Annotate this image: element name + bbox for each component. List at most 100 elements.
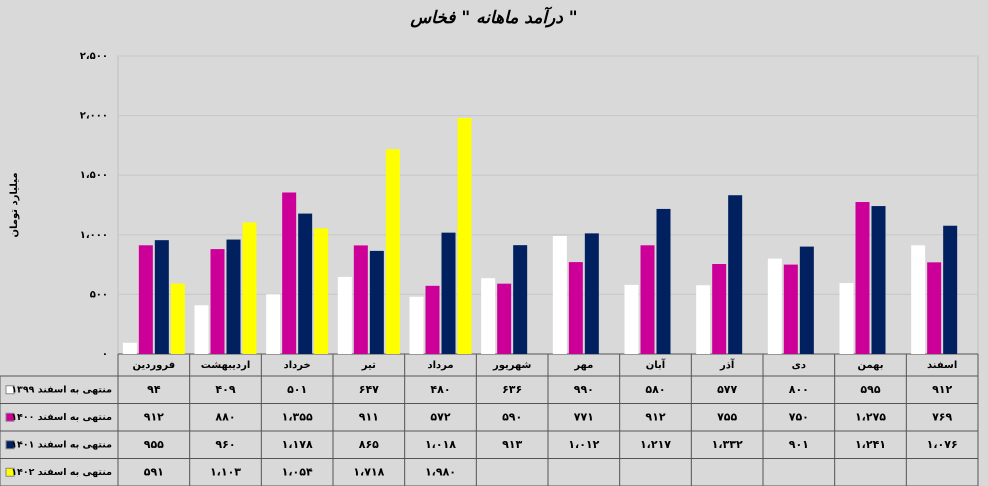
legend-label: منتهی به اسفند ۱۴۰۰ (11, 412, 112, 423)
data-label: ۵۸۰ (645, 383, 665, 396)
bar (298, 213, 313, 354)
data-label: ۵۹۰ (502, 410, 522, 423)
x-tick-label: مهر (573, 360, 593, 371)
y-tick-label: ۱،۵۰۰ (80, 170, 108, 181)
y-axis-label: میلیارد تومان (9, 172, 20, 237)
data-label: ۷۷۱ (574, 410, 594, 423)
bar (337, 276, 352, 354)
data-label: ۹۰۱ (789, 438, 809, 451)
bar (314, 228, 329, 354)
data-label: ۹۱۲ (645, 410, 665, 423)
data-label: ۷۵۵ (717, 410, 737, 423)
data-label: ۹۱۲ (144, 410, 164, 423)
bar (425, 285, 440, 354)
legend-swatch (5, 440, 15, 450)
bar (353, 245, 368, 354)
x-tick-label: بهمن (857, 360, 883, 371)
data-label: ۹۹۰ (574, 383, 594, 396)
bar (783, 264, 798, 354)
bar (584, 233, 599, 354)
legend-label: منتهی به اسفند ۱۴۰۲ (11, 467, 112, 478)
bar (767, 258, 782, 354)
x-tick-label: اسفند (927, 360, 957, 371)
bar (911, 245, 926, 354)
bar (369, 250, 384, 354)
data-label: ۹۱۳ (502, 438, 522, 451)
bar (385, 149, 400, 354)
bar (640, 245, 655, 354)
data-label: ۱،۰۱۸ (425, 438, 456, 451)
bar (799, 246, 814, 354)
bar (871, 206, 886, 354)
bar (552, 235, 567, 354)
bar (154, 240, 169, 354)
legend-swatch (5, 385, 15, 395)
legend-swatch (5, 412, 15, 422)
x-tick-label: دی (792, 360, 806, 371)
data-label: ۱،۲۷۵ (855, 410, 886, 423)
data-label: ۱،۲۱۷ (640, 438, 671, 451)
x-tick-label: آذر (719, 358, 735, 371)
bar (656, 208, 671, 354)
y-tick-label: ۰ (102, 349, 108, 360)
bar (839, 283, 854, 354)
bar (242, 222, 257, 354)
data-label: ۴۸۰ (430, 383, 450, 396)
data-label: ۱،۱۰۳ (210, 465, 241, 478)
data-label: ۸۸۰ (215, 410, 235, 423)
bar (170, 283, 185, 354)
data-label: ۹۶۰ (215, 438, 235, 451)
bar (497, 283, 512, 354)
bar (855, 202, 870, 354)
x-tick-label: فروردین (133, 360, 176, 371)
legend-swatch (5, 467, 15, 477)
chart-title: درآمد ماهانه " فخاس " (409, 6, 577, 28)
data-label: ۱،۷۱۸ (353, 465, 384, 478)
data-label: ۸۶۵ (359, 438, 379, 451)
bar (194, 305, 209, 354)
legend-label: منتهی به اسفند ۱۴۰۱ (11, 439, 112, 450)
data-label: ۴۰۹ (215, 383, 235, 396)
bar (409, 296, 424, 354)
x-tick-label: خرداد (284, 360, 311, 371)
bar (138, 245, 153, 354)
bar (481, 278, 496, 354)
x-tick-label: اردیبهشت (201, 360, 251, 371)
x-tick-label: آبان (646, 358, 666, 371)
data-label: ۱،۳۵۵ (282, 410, 313, 423)
data-label: ۹۵۵ (144, 438, 164, 451)
bar (266, 294, 281, 354)
data-label: ۹۴ (147, 383, 161, 396)
bar (568, 262, 583, 354)
data-label: ۱،۱۷۸ (282, 438, 313, 451)
bar (624, 284, 639, 354)
bar (441, 232, 456, 354)
data-label: ۶۳۶ (502, 383, 522, 396)
data-label: ۱،۰۵۴ (282, 465, 313, 478)
data-label: ۵۷۲ (430, 410, 450, 423)
bar (282, 192, 297, 354)
legend-label: منتهی به اسفند ۱۳۹۹ (11, 384, 112, 395)
bar (712, 264, 727, 354)
data-label: ۷۵۰ (789, 410, 809, 423)
y-tick-label: ۲،۵۰۰ (80, 51, 108, 62)
data-label: ۸۰۰ (789, 383, 809, 396)
bar (696, 285, 711, 354)
bar (226, 239, 241, 354)
data-label: ۶۴۷ (359, 383, 379, 396)
data-label: ۱،۰۷۶ (927, 438, 958, 451)
y-tick-label: ۲،۰۰۰ (80, 111, 108, 122)
data-label: ۷۶۹ (932, 410, 952, 423)
bar (728, 195, 743, 354)
y-tick-label: ۱،۰۰۰ (80, 230, 108, 241)
bar (457, 117, 472, 354)
data-label: ۹۱۲ (932, 383, 952, 396)
plot-area (117, 55, 979, 355)
data-label: ۵۷۷ (717, 383, 737, 396)
bar (927, 262, 942, 354)
data-label: ۱،۰۱۲ (568, 438, 599, 451)
data-label: ۹۱۱ (359, 410, 379, 423)
data-label: ۱،۲۴۱ (855, 438, 886, 451)
data-label: ۵۹۵ (860, 383, 880, 396)
